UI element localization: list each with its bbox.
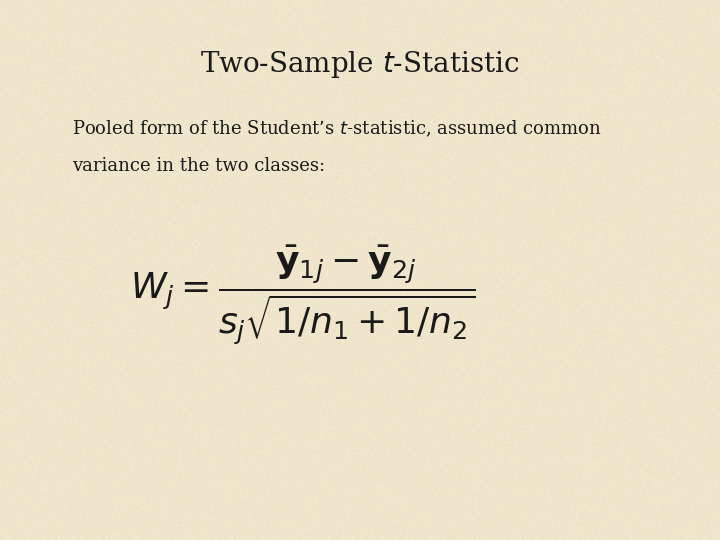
- Text: $W_j = \dfrac{\bar{\mathbf{y}}_{1j} - \bar{\mathbf{y}}_{2j}}{s_j\sqrt{1/n_1 + 1/: $W_j = \dfrac{\bar{\mathbf{y}}_{1j} - \b…: [130, 243, 475, 347]
- Text: Two-Sample $t$-Statistic: Two-Sample $t$-Statistic: [200, 49, 520, 79]
- Text: Pooled form of the Student’s $t$-statistic, assumed common: Pooled form of the Student’s $t$-statist…: [72, 119, 601, 139]
- Text: variance in the two classes:: variance in the two classes:: [72, 157, 325, 174]
